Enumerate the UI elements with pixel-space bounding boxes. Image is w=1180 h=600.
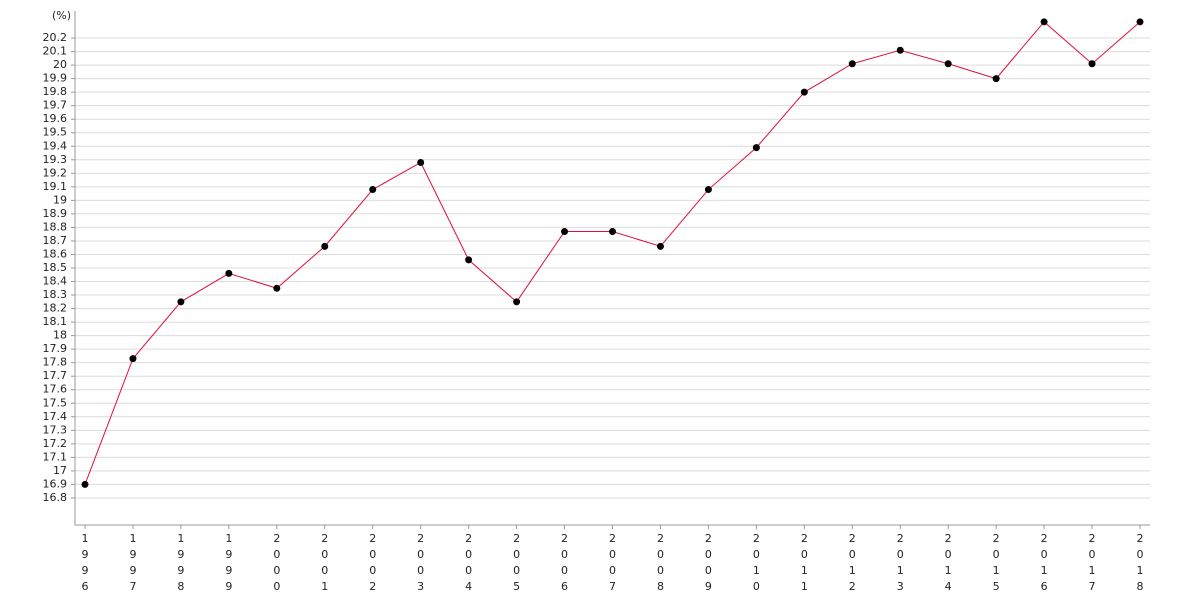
point bbox=[273, 284, 281, 292]
point bbox=[1136, 18, 1144, 26]
point bbox=[704, 186, 712, 194]
y-tick-label: 20.2 bbox=[43, 31, 68, 44]
y-tick-label: 16.8 bbox=[43, 491, 68, 504]
point bbox=[800, 88, 808, 96]
line bbox=[84, 21, 1141, 485]
y-tick-label: 17.3 bbox=[43, 423, 68, 436]
point bbox=[896, 46, 904, 54]
point bbox=[513, 298, 521, 306]
y-tick-label: 19.4 bbox=[43, 139, 68, 152]
y-tick-label: 19.9 bbox=[43, 72, 68, 85]
y-tick-label: 17.8 bbox=[43, 356, 68, 369]
y-tick-label: 19.8 bbox=[43, 85, 68, 98]
point bbox=[225, 269, 233, 277]
y-tick-label: 16.9 bbox=[43, 477, 68, 490]
point bbox=[561, 227, 569, 235]
y-tick-label: 20.1 bbox=[43, 45, 68, 58]
y-tick-label: 19.1 bbox=[43, 180, 68, 193]
y-tick-label: 19.7 bbox=[43, 99, 68, 112]
y-tick-label: 19.3 bbox=[43, 153, 68, 166]
y-tick-label: 17.9 bbox=[43, 342, 68, 355]
point bbox=[129, 355, 137, 363]
y-tick-label: 18.4 bbox=[43, 275, 68, 288]
y-tick-label: 17.5 bbox=[43, 396, 68, 409]
point bbox=[1088, 60, 1096, 68]
point bbox=[848, 60, 856, 68]
y-tick-label: 18.8 bbox=[43, 220, 68, 233]
y-tick-label: 18 bbox=[53, 329, 67, 342]
y-tick-label: 17.7 bbox=[43, 369, 68, 382]
y-tick-label: 18.2 bbox=[43, 302, 68, 315]
y-tick-label: 17.4 bbox=[43, 410, 68, 423]
y-tick-label: 19.5 bbox=[43, 126, 68, 139]
point bbox=[1040, 18, 1048, 26]
point bbox=[417, 158, 425, 166]
y-tick-label: 20 bbox=[53, 58, 67, 71]
point bbox=[656, 242, 664, 250]
y-tick-label: 17.1 bbox=[43, 450, 68, 463]
y-tick-label: 19 bbox=[53, 193, 67, 206]
y-tick-label: 18.9 bbox=[43, 207, 68, 220]
y-tick-label: 18.5 bbox=[43, 261, 68, 274]
y-tick-label: 19.6 bbox=[43, 112, 68, 125]
y-tick-label: 18.1 bbox=[43, 315, 68, 328]
point bbox=[944, 60, 952, 68]
y-tick-label: 18.6 bbox=[43, 247, 68, 260]
point bbox=[369, 186, 377, 194]
y-tick-label: 18.3 bbox=[43, 288, 68, 301]
y-tick-label: 17.2 bbox=[43, 437, 68, 450]
point bbox=[992, 75, 1000, 83]
y-tick-label: 17.6 bbox=[43, 383, 68, 396]
point bbox=[177, 298, 185, 306]
point bbox=[752, 144, 760, 152]
point bbox=[81, 480, 89, 488]
point bbox=[465, 256, 473, 264]
unit-label: (%) bbox=[52, 9, 71, 22]
point bbox=[609, 227, 616, 235]
y-tick-label: 17 bbox=[53, 464, 67, 477]
y-tick-label: 18.7 bbox=[43, 234, 68, 247]
point bbox=[321, 242, 329, 250]
y-tick-label: 19.2 bbox=[43, 166, 68, 179]
